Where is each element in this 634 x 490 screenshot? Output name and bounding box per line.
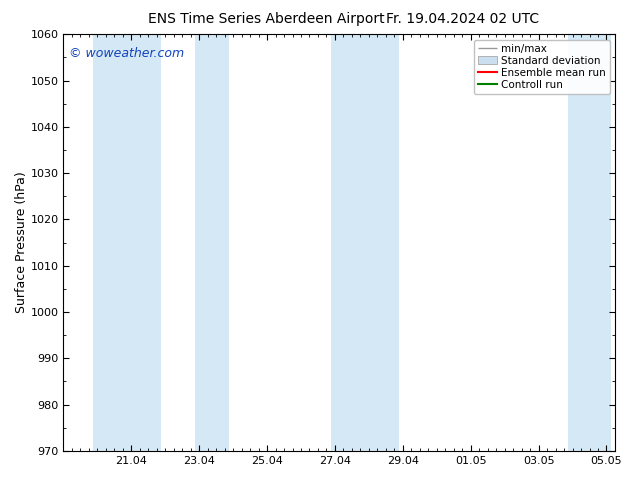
Text: ENS Time Series Aberdeen Airport: ENS Time Series Aberdeen Airport	[148, 12, 385, 26]
Bar	[93, 34, 161, 451]
Text: Fr. 19.04.2024 02 UTC: Fr. 19.04.2024 02 UTC	[386, 12, 540, 26]
Y-axis label: Surface Pressure (hPa): Surface Pressure (hPa)	[15, 172, 28, 314]
Legend: min/max, Standard deviation, Ensemble mean run, Controll run: min/max, Standard deviation, Ensemble me…	[474, 40, 610, 94]
Bar	[195, 34, 229, 451]
Bar	[331, 34, 399, 451]
Bar	[568, 34, 611, 451]
Text: © woweather.com: © woweather.com	[69, 47, 184, 60]
